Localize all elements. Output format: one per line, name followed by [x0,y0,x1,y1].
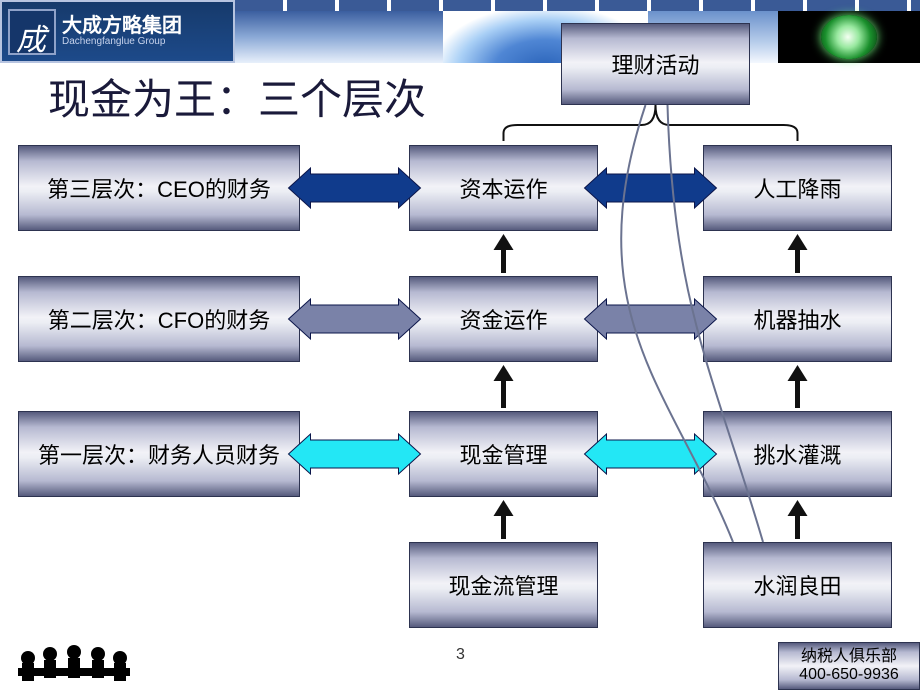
top-bracket [504,105,798,141]
varrow-mid-1 [494,500,514,539]
box-bottom-right: 水润良田 [703,542,892,628]
page-number: 3 [456,646,465,664]
box-level2-left: 第二层次：CFO的财务 [18,276,300,362]
harrow-l3-right [585,168,717,208]
box-top-activity: 理财活动 [561,23,750,105]
harrow-l3-left [289,168,421,208]
footer-line2: 400-650-9936 [799,666,899,684]
box-level2-right: 机器抽水 [703,276,892,362]
varrow-right-2 [788,365,808,408]
box-level1-left: 第一层次：财务人员财务 [18,411,300,497]
footer-line1: 纳税人俱乐部 [801,648,897,666]
harrow-l2-left [289,299,421,339]
footer-contact: 纳税人俱乐部 400-650-9936 [778,642,920,690]
diagram-area: 理财活动第三层次：CEO的财务 资本运作 人工降雨第二层次：CFO的财务 资金运作 机器… [0,0,920,690]
box-level3-mid: 资本运作 [409,145,598,231]
box-level3-left: 第三层次：CEO的财务 [18,145,300,231]
varrow-mid-3 [494,234,514,273]
box-level1-right: 挑水灌溉 [703,411,892,497]
meeting-silhouette-icon [10,638,138,688]
box-bottom-mid: 现金流管理 [409,542,598,628]
harrow-l1-right [585,434,717,474]
box-level2-mid: 资金运作 [409,276,598,362]
varrow-right-3 [788,234,808,273]
harrow-l1-left [289,434,421,474]
box-level1-mid: 现金管理 [409,411,598,497]
box-level3-right: 人工降雨 [703,145,892,231]
varrow-right-1 [788,500,808,539]
harrow-l2-right [585,299,717,339]
varrow-mid-2 [494,365,514,408]
